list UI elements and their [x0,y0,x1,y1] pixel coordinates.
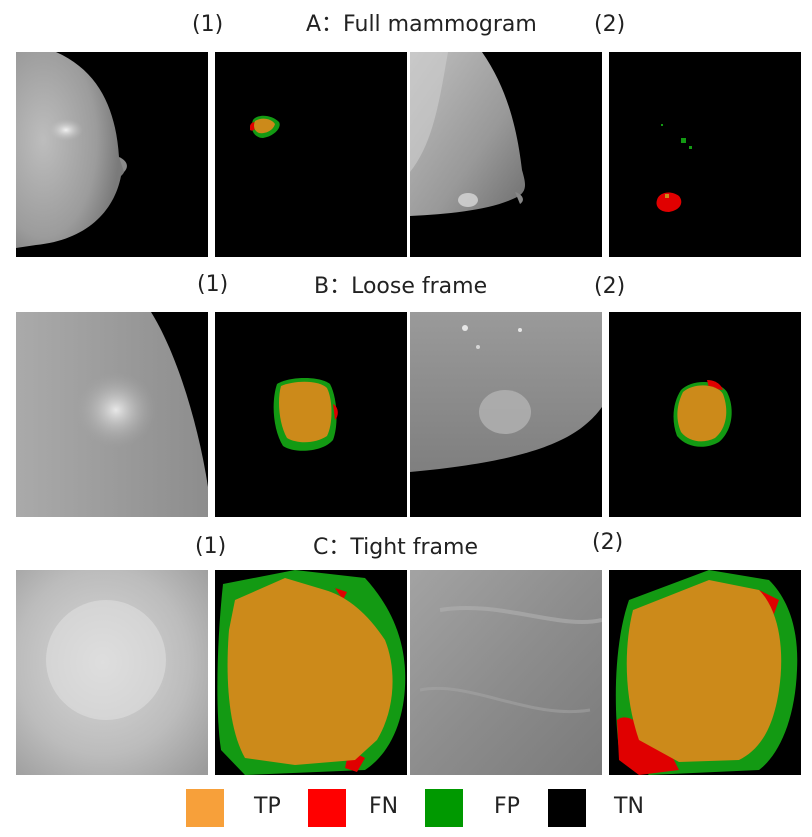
mammogram-a2 [410,52,602,257]
legend-label-tp: TP [254,794,281,819]
segmentation-c1 [215,570,407,775]
row-a-index-1: (1) [192,12,224,37]
segmentation-b2 [609,312,801,517]
row-b-index-2: (2) [594,274,626,299]
mammogram-c1 [16,570,208,775]
legend-label-fn: FN [369,794,399,819]
mammogram-b1 [16,312,208,517]
mammogram-b2 [410,312,602,517]
legend-label-tn: TN [614,794,644,819]
row-a-index-2: (2) [594,12,626,37]
segmentation-b1 [215,312,407,517]
mammogram-c2 [410,570,602,775]
row-c-title: C：Tight frame [313,535,479,560]
legend-swatch-tn [548,789,586,827]
legend-swatch-tp [186,789,224,827]
row-c-index-1: (1) [195,534,227,559]
segmentation-c2 [609,570,801,775]
row-b-title: B：Loose frame [314,274,488,299]
row-b-index-1: (1) [197,272,229,297]
legend-swatch-fp [425,789,463,827]
row-c-index-2: (2) [592,530,624,555]
row-a-title: A：Full mammogram [306,12,537,37]
segmentation-a2 [609,52,801,257]
legend-label-fp: FP [494,794,520,819]
segmentation-a1 [215,52,407,257]
legend-swatch-fn [308,789,346,827]
mammogram-a1 [16,52,208,257]
